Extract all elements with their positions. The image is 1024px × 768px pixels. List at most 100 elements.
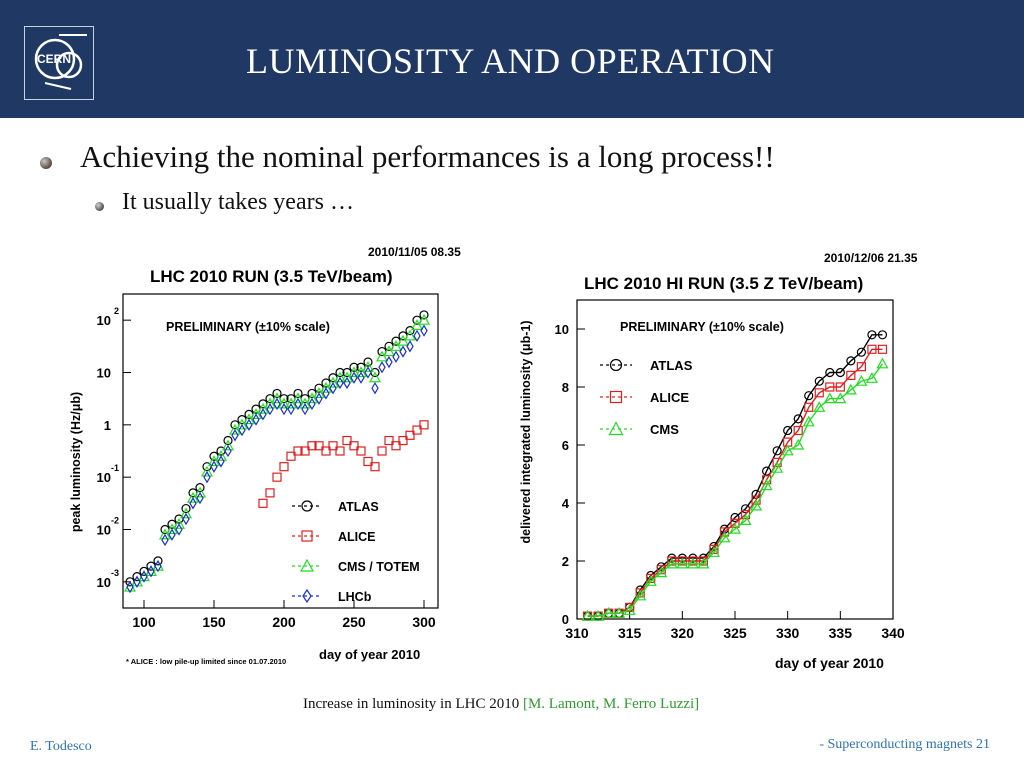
sub-bullet-icon	[95, 202, 104, 211]
chart2-legend-marker	[609, 390, 623, 404]
chart1-point-triangle	[389, 340, 403, 351]
chart2-point-square	[698, 556, 709, 566]
chart1-y-tick-label: 1	[104, 418, 111, 433]
chart2-point-circle	[719, 524, 730, 534]
chart2-point-triangle	[855, 374, 868, 386]
chart1-point-triangle	[165, 523, 179, 535]
chart1-point-square	[335, 446, 345, 456]
chart1-point-circle	[342, 367, 352, 378]
chart1-y-tick-label: 10	[97, 366, 111, 381]
chart1-point-triangle	[284, 397, 298, 409]
chart2-point-triangle	[792, 438, 805, 450]
chart2-point-triangle	[728, 522, 742, 534]
chart1-y-tick-exponent: -2	[111, 516, 119, 526]
chart1-point-circle	[419, 310, 429, 320]
chart2-point-triangle	[697, 557, 710, 569]
caption-reference: [M. Lamont, M. Ferro Luzzi]	[522, 696, 700, 712]
chart2-point-circle	[835, 367, 845, 378]
chart1-legend-label: ALICE	[338, 530, 376, 544]
chart2-point-circle	[877, 330, 888, 340]
chart2-series-line	[587, 348, 883, 617]
chart2-series-line	[587, 363, 884, 617]
chart1-point-circle	[377, 346, 387, 357]
chart2-point-triangle	[865, 372, 878, 383]
chart2-point-circle	[625, 602, 635, 613]
chart2-point-square	[625, 602, 635, 613]
chart2-legend-label: CMS	[650, 422, 679, 437]
chart1-point-circle	[237, 415, 247, 425]
chart1-point-triangle	[319, 381, 333, 393]
chart1-point-square	[384, 435, 394, 446]
chart1-point-diamond	[133, 575, 141, 588]
chart1-point-diamond	[259, 408, 267, 421]
chart2-point-triangle	[665, 557, 678, 569]
chart2-y-tick-label: 4	[562, 496, 570, 511]
chart1-point-diamond	[161, 533, 169, 547]
chart1-point-triangle	[403, 329, 417, 341]
chart2-point-square	[593, 611, 603, 621]
chart1-point-circle	[195, 483, 205, 493]
chart2-point-circle	[761, 466, 772, 476]
chart1-legend-label: CMS / TOTEM	[338, 560, 420, 574]
chart1-point-circle	[139, 566, 149, 576]
chart2-point-square	[719, 527, 730, 537]
chart1-ylabel: peak luminosity (Hz/μb)	[69, 392, 83, 532]
chart2-point-triangle	[676, 557, 689, 569]
chart1-point-circle	[405, 326, 415, 336]
chart1-point-diamond	[168, 528, 176, 541]
chart2-point-square	[751, 495, 761, 505]
chart2-point-square	[804, 402, 814, 412]
chart2-point-square	[867, 344, 877, 354]
chart1-point-diamond	[371, 382, 379, 395]
chart1-point-diamond	[224, 444, 232, 458]
chart2-point-triangle	[718, 531, 731, 543]
chart1-point-diamond	[238, 423, 246, 437]
chart1-y-tick-label: 10	[97, 313, 111, 328]
chart1-point-triangle	[186, 491, 200, 503]
chart1-point-triangle	[228, 423, 242, 435]
chart1-point-circle	[132, 571, 142, 582]
chart2-point-circle	[593, 611, 603, 621]
chart2-point-triangle	[581, 609, 594, 621]
chart2-point-square	[730, 518, 740, 528]
chart1-point-square	[286, 451, 296, 461]
chart1-point-circle	[398, 331, 408, 341]
chart2-subtitle: PRELIMINARY (±10% scale)	[620, 320, 784, 334]
chart1-point-diamond	[126, 580, 134, 594]
chart1-x-tick-label: 200	[272, 614, 296, 630]
chart2-point-square	[877, 344, 888, 354]
chart1-legend-marker	[301, 500, 313, 512]
chart2-point-triangle	[876, 357, 889, 369]
author-name: E. Todesco	[30, 739, 92, 754]
chart1-point-triangle	[354, 366, 368, 378]
chart1-point-circle	[307, 388, 317, 399]
chart1-point-square	[321, 446, 331, 456]
chart1-point-diamond	[182, 512, 190, 526]
chart2-x-tick-label: 330	[776, 625, 800, 641]
chart1-point-triangle	[158, 528, 172, 540]
chart2-x-tick-label: 315	[618, 625, 642, 641]
chart1-point-triangle	[368, 371, 382, 383]
chart2-x-tick-label: 320	[671, 625, 695, 641]
chart2-point-circle	[677, 553, 687, 563]
chart2-point-circle	[709, 541, 719, 552]
chart1-point-triangle	[270, 392, 284, 404]
chart1-point-diamond	[210, 460, 218, 473]
chart1-point-diamond	[252, 413, 260, 426]
cern-logo: CERN	[24, 26, 94, 100]
chart1-point-diamond	[266, 402, 274, 416]
chart1-point-circle	[370, 367, 380, 378]
chart2-point-circle	[698, 553, 709, 563]
chart2-timestamp: 2010/12/06 21.35	[824, 251, 918, 265]
chart2-point-circle	[751, 489, 761, 499]
chart1-point-diamond	[308, 397, 316, 411]
chart1-point-circle	[335, 367, 345, 378]
chart2-point-triangle	[613, 606, 626, 618]
cern-logo-icon: CERN	[34, 34, 87, 90]
chart2-point-square	[709, 544, 719, 555]
chart2-point-square	[667, 556, 677, 566]
chart2-point-square	[603, 608, 614, 618]
chart1-xlabel: day of year 2010	[319, 647, 420, 662]
chart1-point-diamond	[350, 371, 358, 384]
chart2-legend-marker	[609, 358, 623, 372]
